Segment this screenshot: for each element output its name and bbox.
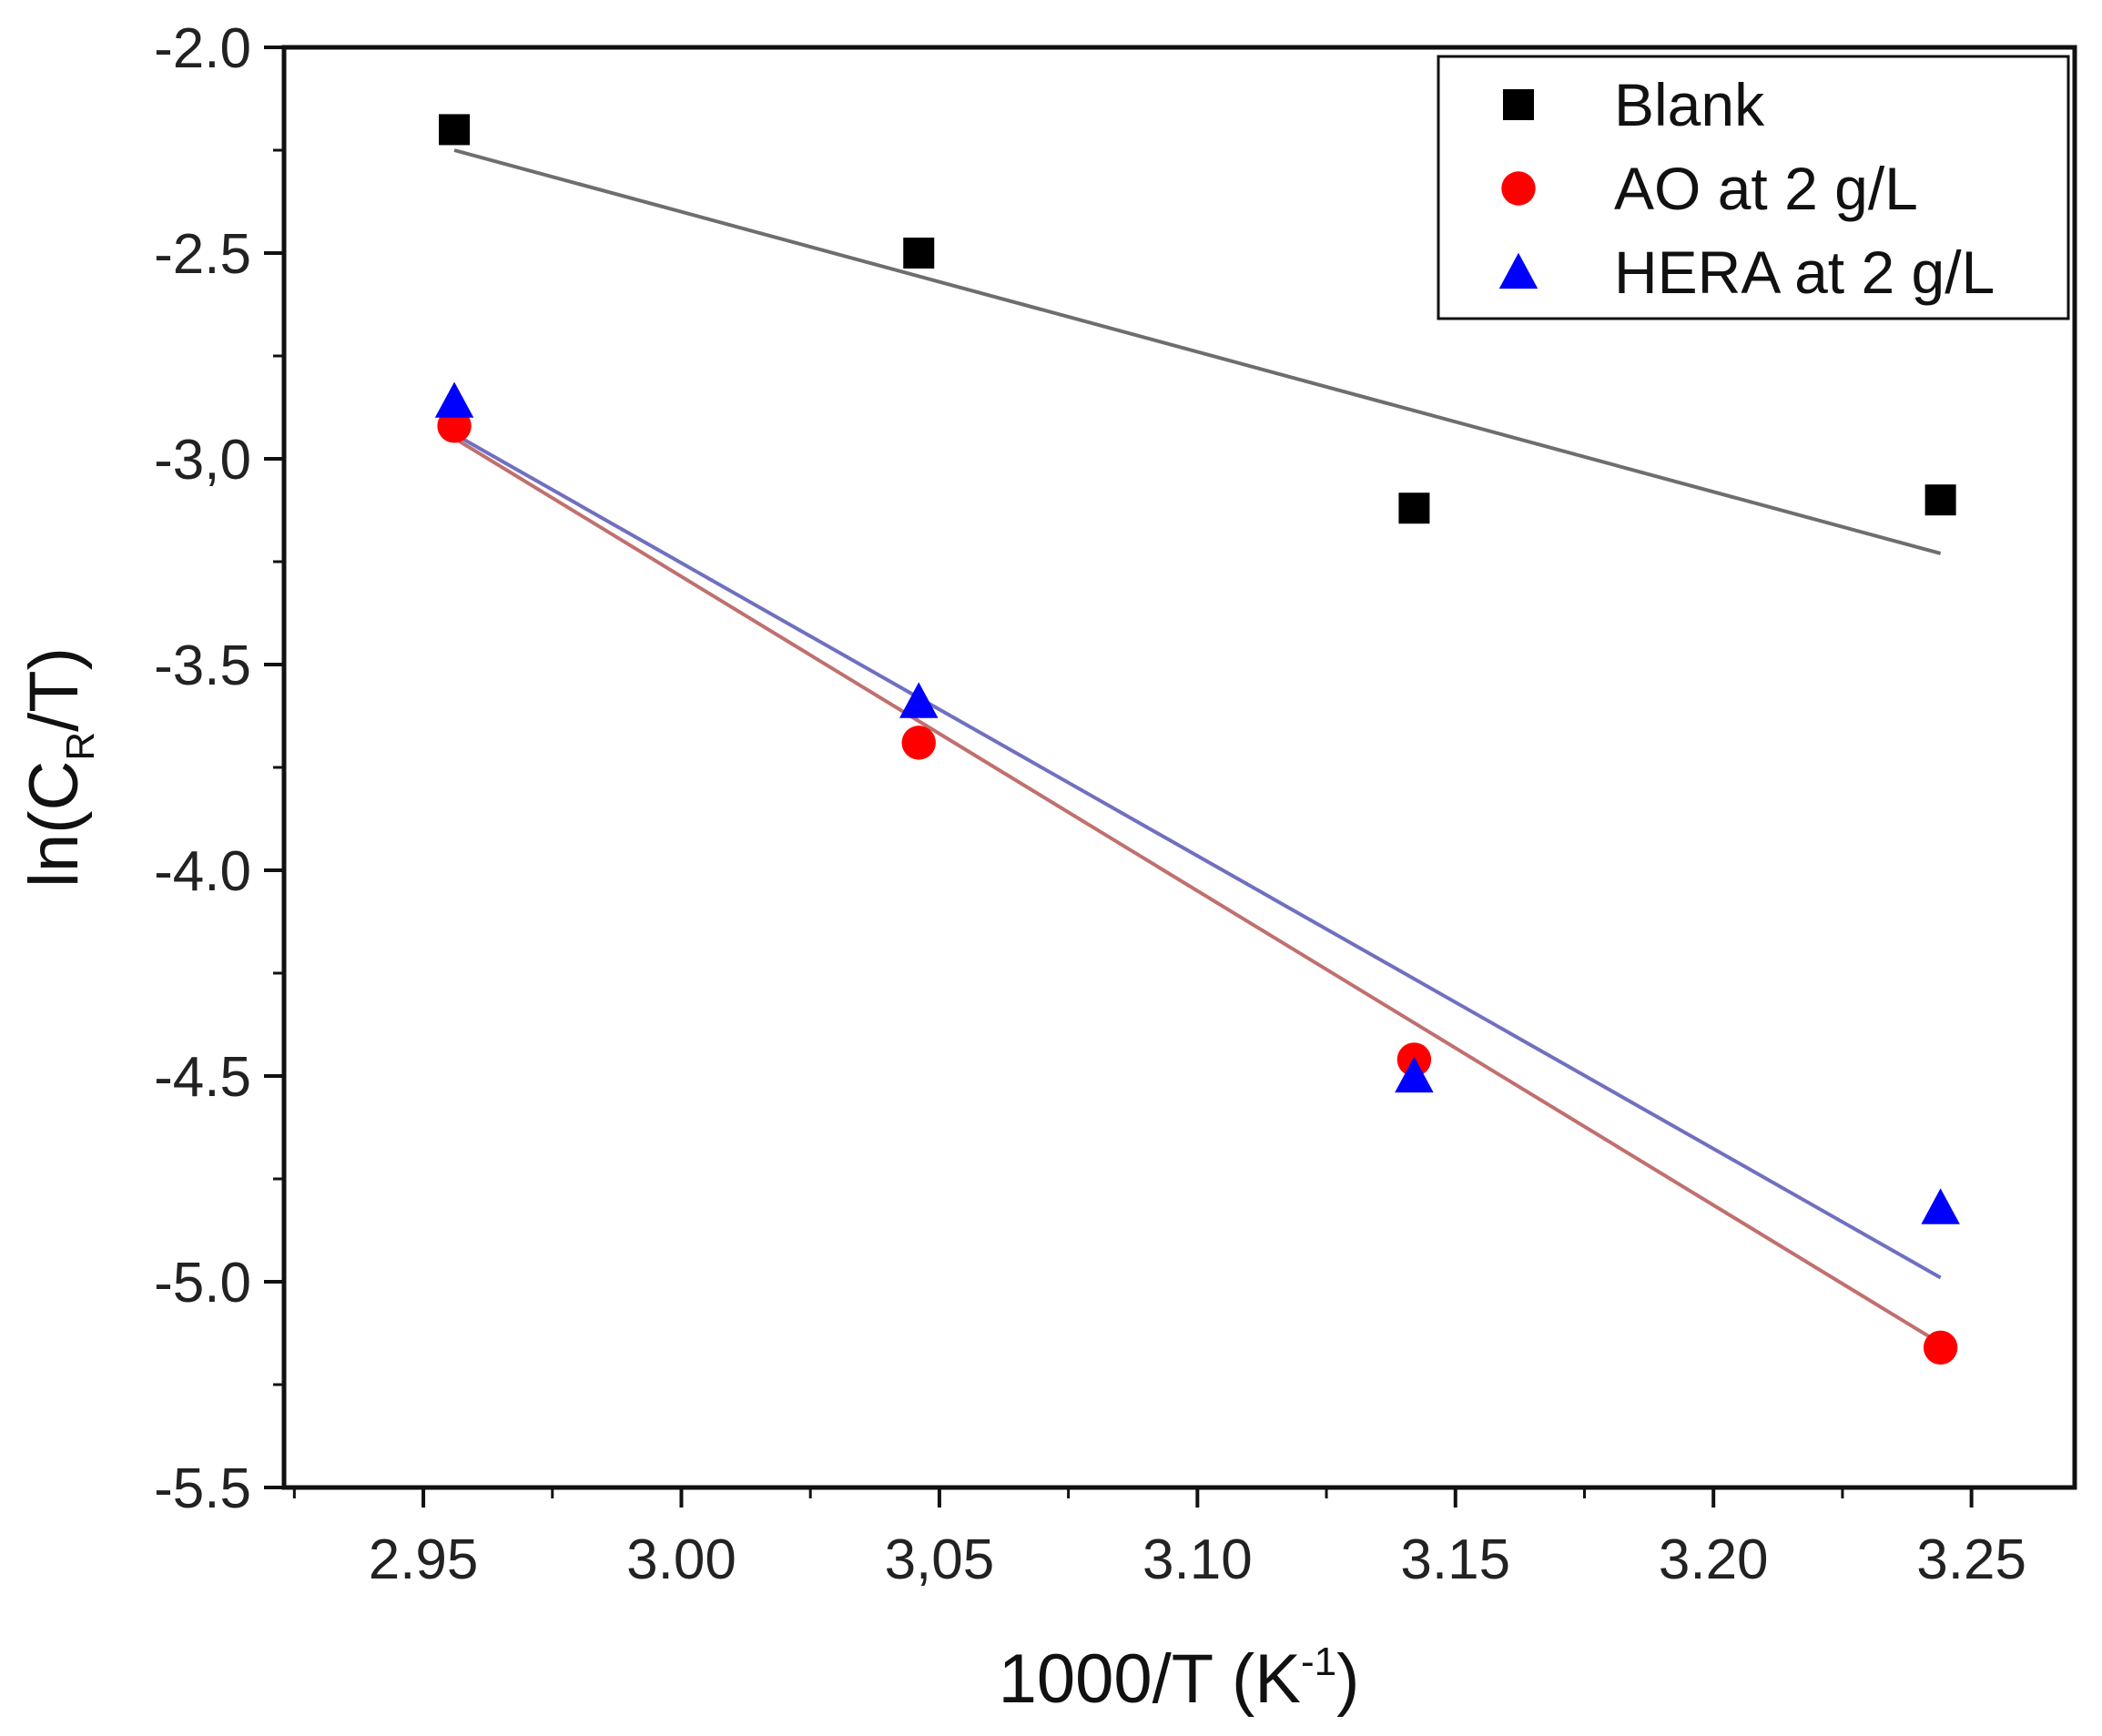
fit-lines [453, 148, 1942, 1345]
x-tick-label: 3.25 [1916, 1528, 2026, 1591]
x-tick-label: 3.15 [1400, 1528, 1510, 1591]
legend-label-ao-at-2-g-l: AO at 2 g/L [1614, 155, 1918, 222]
y-tick-label: -2.5 [154, 223, 251, 286]
x-axis-title: 1000/T (K-1) [999, 1640, 1360, 1718]
legend-label-blank: Blank [1614, 71, 1765, 138]
point-ao-at-2-g-l [1923, 1330, 1958, 1365]
x-axis-title-main: 1000/T (K [999, 1640, 1301, 1718]
point-hera-at-2-g-l [1395, 1056, 1434, 1093]
legend: Blank AO at 2 g/L HERA at 2 g/L [1437, 55, 2070, 320]
y-tick-label: -5.0 [154, 1252, 251, 1315]
point-hera-at-2-g-l [1921, 1188, 1960, 1224]
y-axis-title: ln(CR/T) [15, 647, 103, 888]
legend-label-hera-at-2-g-l: HERA at 2 g/L [1614, 239, 1995, 306]
fit-line-ao-at-2-g-l [453, 436, 1942, 1345]
point-blank [439, 114, 471, 146]
x-tick-label: 3,05 [885, 1528, 995, 1591]
y-tick-label: -4.0 [154, 840, 251, 903]
legend-box [1437, 55, 2070, 320]
x-axis-title-end: ) [1336, 1640, 1359, 1718]
y-tick-label: -2.0 [154, 17, 251, 80]
legend-marker-blank [1503, 89, 1534, 120]
y-axis-title-end: /T) [15, 647, 93, 732]
point-blank [1924, 484, 1956, 516]
point-hera-at-2-g-l [434, 381, 474, 418]
y-tick-label: -3,0 [154, 429, 251, 492]
y-tick-label: -3.5 [154, 635, 251, 697]
point-ao-at-2-g-l [901, 726, 936, 760]
y-axis-title-sub: R [58, 732, 103, 761]
y-tick-label: -5.5 [154, 1457, 251, 1520]
legend-marker-ao-at-2-g-l [1501, 171, 1536, 206]
x-tick-label: 2.95 [369, 1528, 479, 1591]
legend-marker-hera-at-2-g-l [1498, 252, 1538, 289]
y-axis-title-main: ln(C [15, 761, 93, 888]
data-points [434, 114, 1960, 1365]
x-tick-label: 3.20 [1659, 1528, 1769, 1591]
point-blank [1398, 492, 1430, 524]
point-hera-at-2-g-l [899, 682, 939, 718]
x-tick-label: 3.00 [626, 1528, 736, 1591]
fit-line-hera-at-2-g-l [453, 432, 1942, 1280]
y-tick-label: -4.5 [154, 1046, 251, 1109]
plot-frame [281, 45, 2077, 1490]
point-blank [903, 238, 935, 269]
x-tick-label: 3.10 [1142, 1528, 1253, 1591]
fit-line-blank [453, 148, 1942, 555]
axis-ticks: 2.95 3.00 3,05 3.10 3.15 3.20 3.25 -2.0 -2.5 -3,0… [154, 17, 2026, 1591]
x-axis-title-sup: -1 [1301, 1640, 1336, 1684]
